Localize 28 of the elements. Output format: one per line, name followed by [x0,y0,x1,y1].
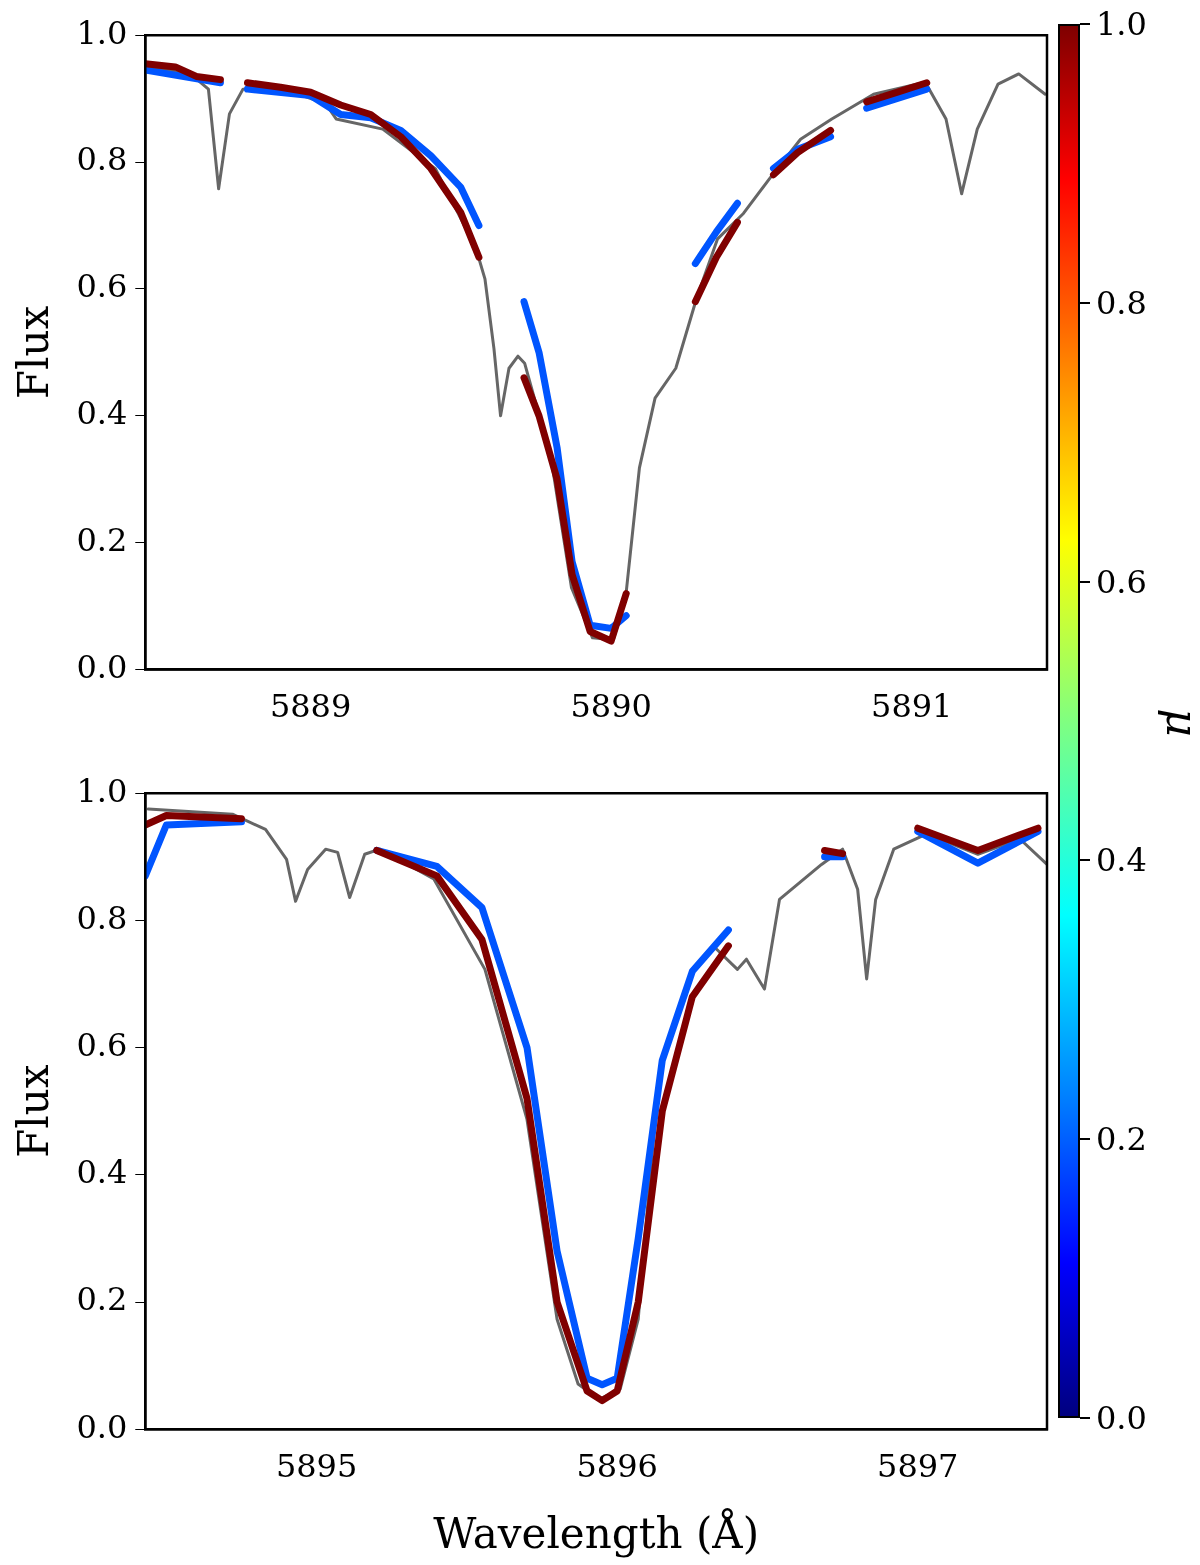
y-tick-label: 0.0 [76,1407,128,1446]
color-bar-label: 0.8 [1096,282,1147,323]
x-tick-label: 5890 [570,687,652,726]
x-tick-label: 5889 [269,687,352,726]
x-tick-label: 5891 [871,687,953,726]
color-bar-label: 0.4 [1096,840,1147,881]
y-tick-label: 0.2 [76,1280,128,1319]
x-axis-title: Wavelength (Å) [433,1507,760,1558]
color-bar-label: 0.6 [1096,561,1147,602]
color-bar-title: μ [1156,708,1200,737]
color-bar-label: 0.2 [1096,1119,1147,1160]
y-tick-label: 0.6 [76,1025,128,1064]
y-tick-label: 1.0 [76,771,128,810]
y-tick-label: 0.6 [76,267,128,306]
x-tick-label: 5897 [877,1446,959,1485]
y-tick-label: 0.2 [76,521,128,560]
color-bar-label: 1.0 [1096,4,1147,44]
y-tick-label: 0.0 [76,647,128,686]
y-tick-label: 0.4 [76,394,128,433]
x-tick-label: 5896 [576,1446,658,1485]
color-bar-label: 0.0 [1096,1398,1147,1438]
y-tick-label: 0.4 [76,1153,128,1192]
y-tick-label: 0.8 [76,898,128,937]
y-tick-label: 0.8 [76,140,128,179]
y-axis-title: Flux [9,305,59,400]
y-axis-title: Flux [9,1064,59,1158]
x-tick-label: 5895 [275,1446,358,1485]
y-tick-label: 1.0 [76,13,128,52]
